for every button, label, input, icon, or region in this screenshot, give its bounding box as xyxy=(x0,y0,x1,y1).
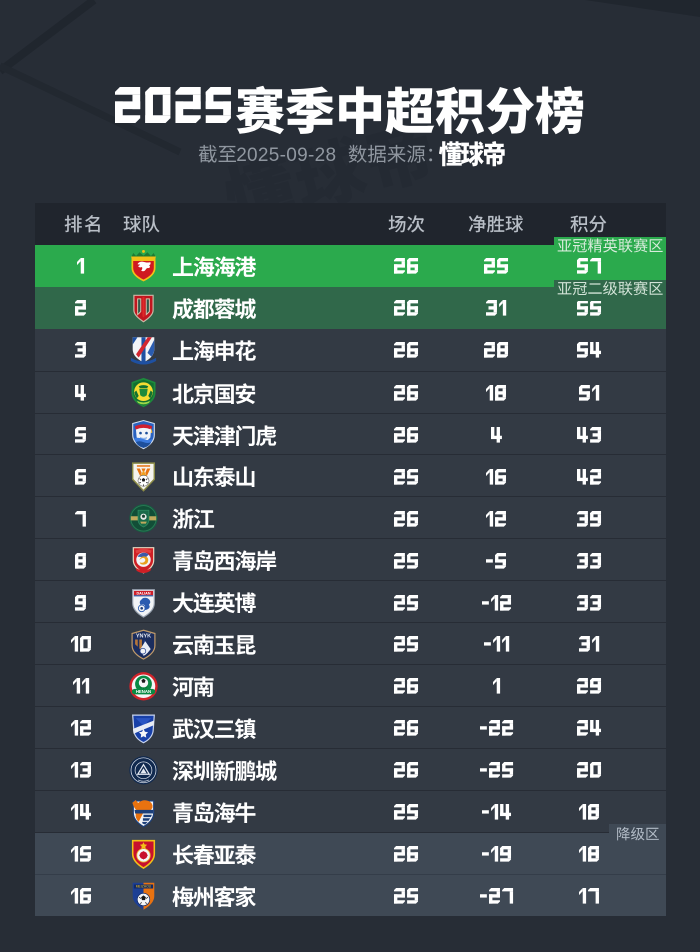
svg-text:YNYK: YNYK xyxy=(135,633,150,639)
svg-text:2025-09-28: 2025-09-28 xyxy=(236,145,336,166)
svg-text:DALIAN: DALIAN xyxy=(136,591,150,595)
svg-text:HENAN: HENAN xyxy=(135,689,150,694)
svg-text:MEIZHOU: MEIZHOU xyxy=(135,885,151,889)
